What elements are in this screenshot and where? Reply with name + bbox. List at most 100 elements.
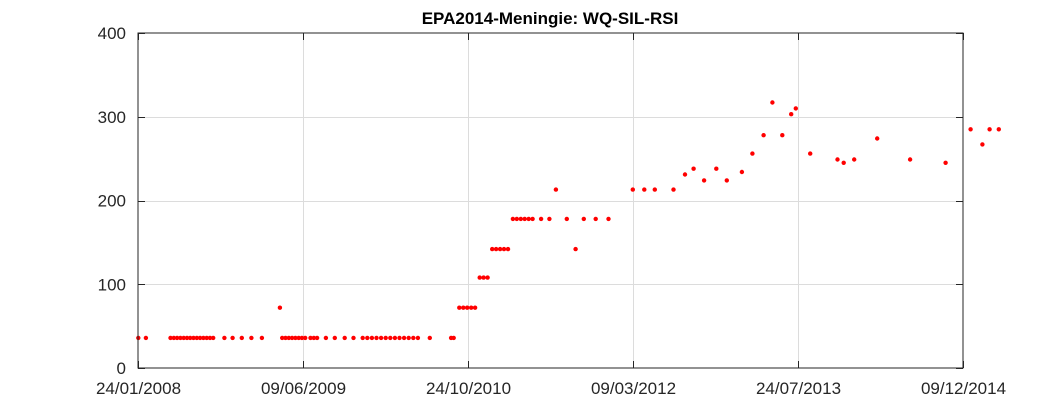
y-tick-label: 100: [98, 275, 126, 294]
data-point: [505, 246, 511, 252]
data-point: [875, 136, 880, 141]
data-point: [724, 178, 729, 183]
data-point: [174, 335, 180, 341]
data-point: [761, 133, 766, 138]
data-point: [365, 335, 370, 341]
data-point: [671, 187, 676, 192]
data-point: [593, 216, 598, 222]
data-point: [514, 216, 519, 222]
data-point: [303, 335, 308, 341]
data-point: [201, 335, 206, 341]
data-point: [283, 335, 288, 341]
x-tick-label: 09/03/2012: [591, 379, 676, 398]
plot-area: [138, 33, 963, 368]
data-point: [808, 151, 813, 156]
data-point: [178, 335, 183, 341]
data-point: [378, 335, 384, 341]
data-point: [311, 335, 316, 341]
data-point: [530, 216, 535, 222]
y-tick-label: 400: [98, 24, 126, 43]
data-point: [987, 127, 992, 132]
data-point: [490, 246, 495, 252]
data-point: [547, 216, 552, 222]
data-point: [510, 216, 516, 222]
data-point: [211, 335, 216, 341]
data-point: [469, 305, 474, 310]
data-point: [259, 335, 265, 341]
data-point: [485, 275, 490, 280]
data-point: [518, 216, 523, 222]
chart-title: EPA2014-Meningie: WQ-SIL-RSI: [422, 9, 679, 28]
data-point: [374, 335, 379, 341]
data-point: [342, 335, 347, 341]
data-point: [465, 305, 470, 310]
y-tick-label: 0: [117, 359, 126, 378]
data-point: [750, 151, 755, 156]
y-tick-label: 300: [98, 108, 126, 127]
x-axis-tick-labels: 24/01/2008 09/06/2009 24/10/2010 09/03/2012…: [96, 379, 1006, 398]
data-point: [493, 246, 499, 252]
data-point: [652, 187, 657, 192]
data-point: [207, 335, 213, 341]
data-points: [136, 100, 1001, 341]
data-point: [239, 335, 244, 341]
data-point: [230, 335, 235, 341]
data-point: [564, 216, 569, 222]
data-point: [369, 335, 375, 341]
data-point: [581, 216, 586, 222]
data-point: [323, 335, 329, 341]
data-point: [553, 187, 559, 192]
x-tick-label: 09/06/2009: [261, 379, 346, 398]
data-point: [249, 335, 254, 341]
data-point: [392, 335, 398, 341]
data-point: [388, 335, 393, 341]
data-point: [606, 216, 611, 222]
data-point: [194, 335, 199, 341]
data-point: [501, 246, 507, 252]
x-tick-label: 09/12/2014: [921, 379, 1006, 398]
data-point: [296, 335, 301, 341]
data-point: [996, 127, 1001, 132]
data-point: [907, 157, 913, 162]
data-point: [841, 160, 846, 165]
data-point: [397, 335, 402, 341]
data-point: [770, 100, 775, 105]
data-point: [314, 335, 320, 341]
data-point: [299, 335, 305, 341]
data-point: [415, 335, 421, 341]
data-point: [522, 216, 527, 222]
x-tick-label: 24/07/2013: [756, 379, 841, 398]
data-point: [451, 335, 456, 341]
data-point: [461, 305, 466, 310]
data-point: [401, 335, 407, 341]
data-point: [383, 335, 388, 341]
x-tick-label: 24/01/2008: [96, 379, 181, 398]
data-point: [573, 246, 578, 252]
data-point: [477, 275, 482, 280]
data-point: [280, 335, 285, 341]
y-axis-tick-labels: 0 100 200 300 400: [98, 24, 126, 378]
data-point: [168, 335, 173, 341]
data-point: [497, 246, 503, 252]
data-point: [691, 166, 696, 171]
data-point: [427, 335, 432, 341]
data-point: [277, 305, 283, 310]
data-point: [332, 335, 337, 341]
data-point: [980, 142, 985, 147]
data-point: [714, 166, 719, 171]
axes-frame: [137, 32, 964, 369]
data-point: [739, 169, 745, 175]
data-point: [411, 335, 416, 341]
data-point: [293, 335, 298, 341]
axis-ticks: [138, 33, 964, 369]
data-point: [538, 216, 544, 222]
data-point: [968, 127, 973, 132]
data-point: [143, 335, 149, 341]
data-point: [204, 335, 209, 341]
data-point: [526, 216, 531, 222]
data-point: [360, 335, 365, 341]
data-point: [852, 157, 857, 162]
grid-lines: [138, 33, 963, 368]
y-tick-label: 200: [98, 192, 126, 211]
